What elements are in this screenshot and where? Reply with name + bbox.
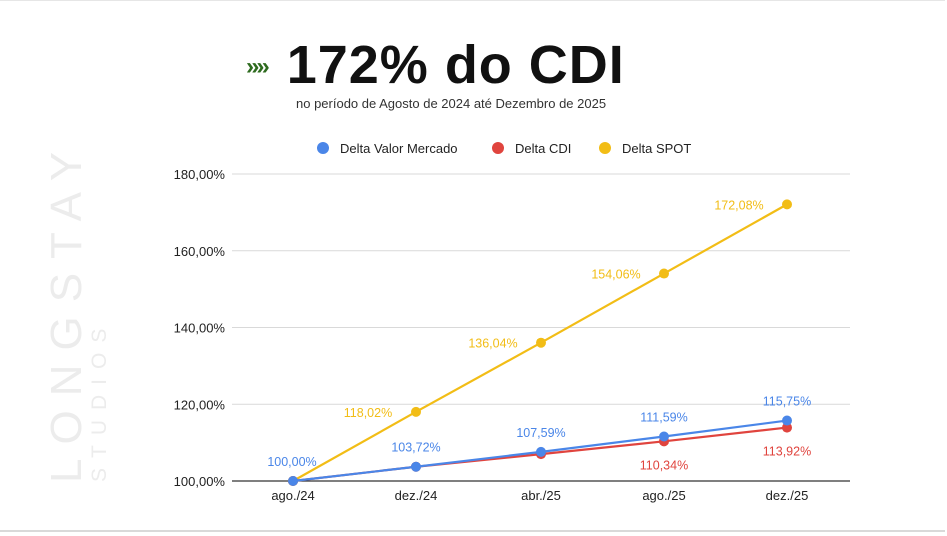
legend-marker <box>492 142 504 154</box>
data-label: 100,00% <box>267 455 316 469</box>
data-label: 107,59% <box>516 426 565 440</box>
data-point <box>782 422 792 433</box>
y-tick-label: 180,00% <box>174 167 226 182</box>
data-point <box>411 461 421 472</box>
data-point <box>782 415 792 426</box>
data-label: 136,04% <box>468 337 517 351</box>
data-point <box>659 268 669 279</box>
data-label: 118,02% <box>344 406 392 420</box>
headline: »» 172% do CDI <box>246 30 625 100</box>
y-tick-label: 140,00% <box>174 321 226 336</box>
x-tick-label: abr./25 <box>521 488 561 503</box>
data-label: 172,08% <box>714 198 763 212</box>
data-point <box>536 446 546 457</box>
data-label: 113,92% <box>763 445 811 459</box>
y-tick-label: 100,00% <box>174 474 226 489</box>
x-tick-label: ago./25 <box>642 488 685 503</box>
legend-label: Delta SPOT <box>622 141 691 156</box>
data-point <box>411 406 421 417</box>
y-tick-label: 160,00% <box>174 244 226 259</box>
arrows-icon: »» <box>246 53 270 80</box>
data-point <box>782 199 792 210</box>
legend-marker <box>317 142 329 154</box>
data-point <box>659 431 669 442</box>
legend-marker <box>599 142 611 154</box>
page-title: 172% do CDI <box>286 35 625 95</box>
y-tick-label: 120,00% <box>174 397 226 412</box>
x-tick-label: ago./24 <box>271 488 314 503</box>
x-tick-label: dez./24 <box>395 488 438 503</box>
legend-label: Delta CDI <box>515 141 571 156</box>
data-label: 110,34% <box>640 458 688 472</box>
data-label: 154,06% <box>591 268 640 282</box>
data-label: 111,59% <box>640 411 688 425</box>
data-label: 103,72% <box>391 441 440 455</box>
data-point <box>536 337 546 348</box>
x-tick-label: dez./25 <box>766 488 809 503</box>
legend-label: Delta Valor Mercado <box>340 141 458 156</box>
data-point <box>288 476 298 486</box>
page-subtitle: no período de Agosto de 2024 até Dezembr… <box>296 96 607 111</box>
data-label: 115,75% <box>763 395 811 409</box>
